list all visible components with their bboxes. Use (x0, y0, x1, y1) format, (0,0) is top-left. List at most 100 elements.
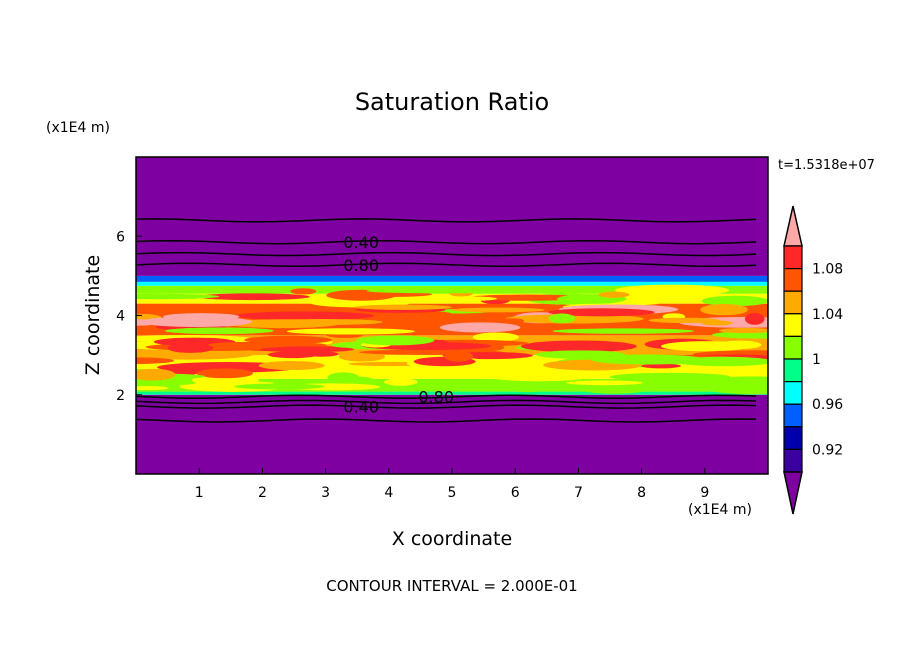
colorbar-cell (783, 448, 803, 473)
contour-interval-footer: CONTOUR INTERVAL = 2.000E-01 (326, 577, 578, 595)
x-tick-label: 5 (448, 485, 457, 501)
field-band (136, 275, 768, 282)
colorbar-tick-label: 0.96 (812, 397, 843, 413)
colorbar-cell (783, 426, 803, 450)
field-band (136, 391, 768, 395)
field-streak (355, 335, 435, 346)
field-streak (244, 335, 332, 345)
colorbar-cell (783, 403, 803, 428)
field-streak (136, 348, 255, 360)
contour-line (136, 239, 757, 245)
field-streak (459, 315, 491, 323)
colorbar-cell (783, 313, 803, 337)
field-streak (548, 308, 655, 317)
field-streak (263, 319, 383, 326)
colorbar: 1.08 1.04 1 0.96 0.92 (783, 205, 843, 515)
x-tick-label: 3 (321, 485, 330, 501)
colorbar-tick-label: 1.04 (812, 307, 843, 323)
field-streak (234, 383, 325, 390)
field-streak (701, 295, 768, 307)
field-streak (208, 341, 288, 349)
y-units: (x1E4 m) (46, 120, 110, 136)
field-streak (140, 316, 253, 328)
field-streak (196, 368, 253, 379)
contour-line (136, 404, 757, 409)
field-streak (267, 351, 318, 359)
field-streak (286, 328, 415, 335)
field-streak (467, 294, 587, 301)
x-units: (x1E4 m) (688, 502, 752, 518)
x-tick-label: 2 (258, 485, 267, 501)
field-streak (136, 385, 169, 391)
x-tick-label: 1 (195, 485, 204, 501)
field-band (136, 281, 768, 286)
field-streak (303, 351, 339, 357)
saturation-field (136, 157, 768, 474)
field-streak (384, 378, 418, 386)
field-streak (327, 372, 360, 383)
field-streak (499, 318, 525, 324)
x-tick-label: 6 (511, 485, 520, 501)
field-streak (700, 304, 749, 316)
field-streak (451, 307, 545, 313)
contour-line (136, 399, 757, 405)
colorbar-cell (783, 358, 803, 383)
field-streak (552, 328, 694, 334)
field-streak (415, 327, 450, 334)
x-tick-label: 9 (700, 485, 709, 501)
field-streak (326, 289, 397, 301)
field-streak (674, 356, 768, 367)
contour-line (136, 251, 757, 257)
colorbar-cell (783, 268, 803, 292)
field-streak (548, 313, 576, 324)
axis-ticks: 1 2 3 4 5 6 7 8 9 2 4 6 (116, 229, 709, 501)
field-streak (718, 327, 768, 334)
chart-title: Saturation Ratio (354, 88, 550, 116)
colorbar-tick-label: 1.08 (812, 262, 843, 278)
field-streak (701, 320, 733, 326)
contour-label: 0.80 (343, 256, 379, 275)
contour-line (136, 262, 757, 268)
colorbar-cell (783, 245, 803, 270)
contour-lines: 0.40 0.80 0.80 0.40 (136, 218, 757, 423)
field-streak (444, 350, 473, 362)
y-tick-label: 4 (116, 309, 125, 325)
field-streak (366, 288, 510, 294)
field-streak (290, 288, 317, 295)
field-streak (511, 384, 544, 393)
field-streak (412, 380, 488, 392)
field-streak (195, 293, 310, 301)
contour-line (136, 394, 757, 399)
y-tick-label: 2 (116, 388, 125, 404)
field-streak (165, 327, 274, 335)
colorbar-extend-top (783, 205, 803, 247)
field-streak (353, 304, 452, 310)
field-streak (404, 311, 456, 320)
field-streak (609, 372, 731, 382)
field-streak (338, 352, 386, 362)
contour-label: 0.40 (343, 233, 379, 252)
field-streak (234, 311, 375, 321)
x-tick-label: 4 (384, 485, 393, 501)
field-streak (136, 368, 176, 381)
field-streak (439, 322, 521, 333)
y-axis-label: Z coordinate (82, 254, 104, 376)
field-streak (521, 340, 637, 353)
colorbar-cell (783, 290, 803, 315)
colorbar-tick-label: 1 (812, 352, 821, 368)
field-streak (744, 312, 765, 325)
x-tick-label: 7 (574, 485, 583, 501)
x-axis-label-text: X coordinate (391, 528, 513, 550)
field-streak (258, 361, 325, 371)
field-streak (472, 332, 519, 342)
field-streak (598, 291, 630, 298)
colorbar-cell (783, 381, 803, 405)
x-axis-label: X coordinate (0, 528, 904, 550)
field-streak (260, 346, 355, 353)
field-streak (446, 296, 497, 301)
contour-label: 0.40 (343, 398, 379, 417)
x-tick-label: 8 (637, 485, 646, 501)
field-streak (615, 284, 730, 296)
field-streak (661, 341, 751, 352)
